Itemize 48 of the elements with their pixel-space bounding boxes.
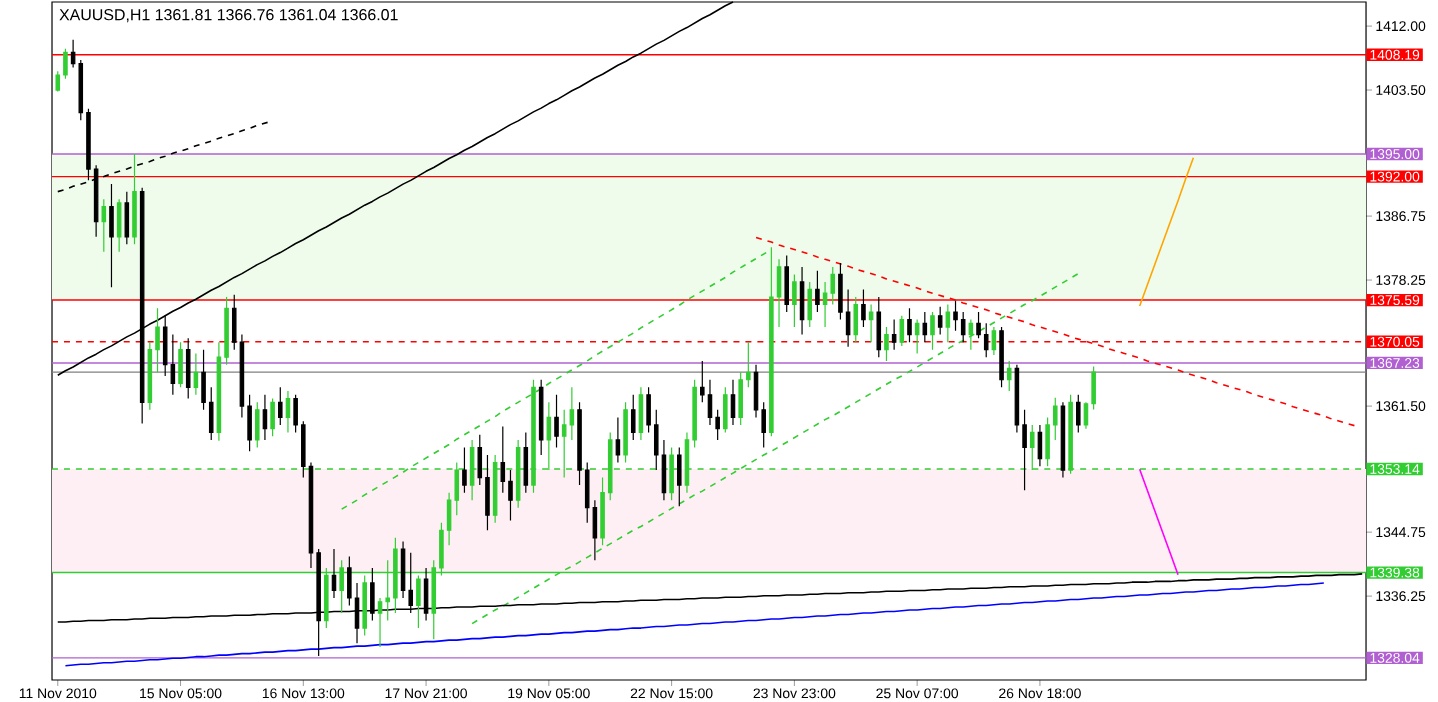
candlestick (792, 273, 797, 328)
candlestick (907, 307, 912, 343)
candlestick (815, 270, 820, 313)
candlestick (538, 379, 544, 456)
candlestick (615, 416, 621, 464)
candlestick (124, 191, 130, 245)
candlestick (861, 288, 866, 328)
candlestick (853, 296, 859, 343)
candlestick (922, 311, 928, 343)
candlestick (109, 183, 114, 288)
candlestick (1076, 394, 1081, 434)
candlestick (132, 153, 137, 245)
candlestick (999, 326, 1004, 388)
candlestick (193, 352, 199, 396)
candlestick (784, 254, 789, 313)
candlestick (278, 386, 283, 426)
candlestick (331, 548, 337, 599)
candlestick (876, 296, 882, 358)
candlestick (1006, 360, 1012, 392)
candlestick (968, 318, 974, 351)
candlestick (868, 303, 874, 343)
candlestick (677, 446, 682, 507)
candlestick (554, 394, 559, 449)
candlestick (730, 379, 736, 426)
candlestick (270, 397, 275, 437)
candlestick (891, 318, 897, 351)
candlestick (285, 390, 291, 434)
candlestick (262, 394, 268, 441)
candlestick (623, 401, 628, 464)
candlestick (930, 311, 935, 351)
candlestick (178, 341, 183, 388)
candlestick (1037, 424, 1043, 467)
candlestick (462, 446, 467, 494)
candlestick (769, 246, 774, 437)
candlestick (185, 337, 191, 400)
candlestick (799, 266, 805, 336)
candlestick (884, 326, 889, 362)
candlestick (101, 198, 107, 253)
candlestick (937, 306, 943, 336)
candlestick (914, 318, 920, 355)
candlestick (899, 315, 905, 347)
candlestick (254, 401, 260, 449)
candlestick (807, 281, 813, 328)
candlestick (723, 386, 728, 434)
candlestick (630, 394, 636, 441)
candlestick (991, 326, 997, 356)
candlestick (523, 431, 529, 494)
candlestick (945, 303, 951, 343)
